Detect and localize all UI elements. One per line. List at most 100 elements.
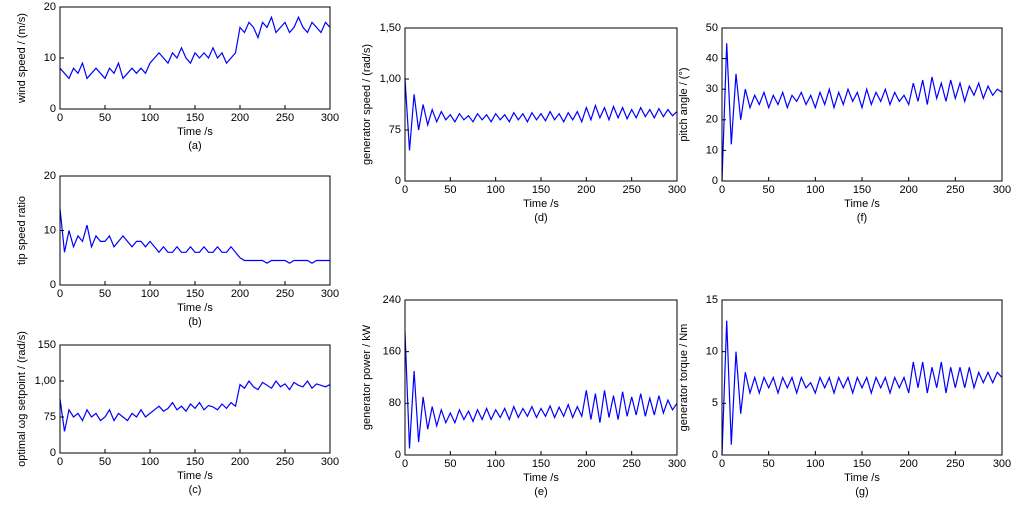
y-tick-label: 30 (706, 83, 718, 95)
data-line (721, 320, 1003, 456)
y-tick-label: 20 (706, 114, 718, 126)
x-tick-label: 250 (946, 458, 964, 470)
subplot: 0 50 100 150 200 250 300 0 5 10 15 Time /s (g) genera… (678, 294, 1011, 498)
subplot: 0 50 100 150 200 250 300 0 75 1,00 150 Time /s (c) op… (16, 331, 339, 496)
y-tick-label: 150 (38, 339, 56, 351)
y-tick-label: 10 (706, 346, 718, 358)
x-tick-label: 50 (99, 456, 111, 468)
plot-frame (721, 27, 1003, 182)
x-tick-label: 50 (99, 112, 111, 124)
data-line (721, 43, 1003, 182)
subplot-caption: (b) (188, 316, 201, 328)
y-tick-label: 5 (712, 397, 718, 409)
subplot-caption: (c) (189, 484, 202, 496)
x-tick-label: 250 (276, 112, 294, 124)
x-tick-label: 150 (532, 458, 550, 470)
plot-frame (404, 299, 678, 456)
subplot-caption: (g) (855, 486, 868, 498)
plot-frame (59, 344, 331, 454)
subplot-caption: (f) (857, 212, 867, 224)
x-tick-label: 0 (57, 456, 63, 468)
x-axis-label: Time /s (523, 198, 559, 210)
y-axis-label: optimal ωg setpoint / (rad/s) (16, 331, 28, 467)
x-tick-label: 100 (141, 456, 159, 468)
x-axis-label: Time /s (844, 198, 880, 210)
x-tick-label: 0 (719, 184, 725, 196)
plot-frame (59, 6, 331, 110)
x-tick-label: 50 (763, 184, 775, 196)
x-tick-label: 150 (532, 184, 550, 196)
x-tick-label: 200 (577, 458, 595, 470)
x-tick-label: 300 (321, 112, 339, 124)
x-tick-label: 0 (402, 184, 408, 196)
x-axis-label: Time /s (523, 472, 559, 484)
x-tick-label: 100 (141, 112, 159, 124)
x-tick-label: 300 (993, 184, 1011, 196)
x-tick-label: 150 (186, 456, 204, 468)
plot-frame (404, 27, 678, 182)
x-tick-label: 0 (57, 288, 63, 300)
x-axis-label: Time /s (177, 470, 213, 482)
x-tick-label: 200 (231, 288, 249, 300)
x-tick-label: 200 (231, 112, 249, 124)
x-tick-label: 0 (402, 458, 408, 470)
y-tick-label: 160 (383, 346, 401, 358)
plot-frame (59, 175, 331, 286)
subplot: 0 50 100 150 200 250 300 0 80 160 240 Time /s (e) gen… (361, 294, 686, 498)
y-axis-label: wind speed / (m/s) (16, 13, 28, 104)
y-tick-label: 50 (706, 22, 718, 34)
x-tick-label: 150 (186, 288, 204, 300)
x-tick-label: 150 (853, 184, 871, 196)
y-tick-label: 1,00 (35, 375, 56, 387)
x-tick-label: 250 (276, 456, 294, 468)
y-tick-label: 0 (50, 103, 56, 115)
x-tick-label: 250 (276, 288, 294, 300)
x-tick-label: 0 (57, 112, 63, 124)
x-tick-label: 200 (577, 184, 595, 196)
subplot-caption: (e) (534, 486, 547, 498)
x-axis-label: Time /s (177, 302, 213, 314)
x-tick-label: 50 (444, 458, 456, 470)
x-tick-label: 100 (141, 288, 159, 300)
x-tick-label: 100 (806, 184, 824, 196)
y-tick-label: 75 (44, 411, 56, 423)
x-tick-label: 100 (486, 458, 504, 470)
subplot: 0 50 100 150 200 250 300 0 10 20 Time /s (a) wind sp… (16, 1, 339, 152)
data-line (404, 332, 678, 449)
x-tick-label: 150 (853, 458, 871, 470)
y-tick-label: 80 (389, 397, 401, 409)
y-axis-label: generator torque / Nm (678, 324, 690, 432)
y-tick-label: 20 (44, 170, 56, 182)
subplot-caption: (a) (188, 140, 201, 152)
y-tick-label: 0 (712, 449, 718, 461)
x-tick-label: 250 (622, 184, 640, 196)
x-tick-label: 250 (622, 458, 640, 470)
y-tick-label: 1,50 (380, 22, 401, 34)
y-axis-label: pitch angle / (°) (678, 67, 690, 141)
data-line (59, 15, 331, 80)
x-tick-label: 300 (321, 288, 339, 300)
x-tick-label: 300 (321, 456, 339, 468)
x-tick-label: 200 (231, 456, 249, 468)
y-tick-label: 0 (395, 175, 401, 187)
y-axis-label: generator power / kW (361, 324, 373, 430)
subplot: 0 50 100 150 200 250 300 0 75 1,00 1,50 Time /s (d) g… (361, 22, 686, 224)
y-tick-label: 10 (44, 52, 56, 64)
subplot: 0 50 100 150 200 250 300 0 10 20 Time /s (b) tip spe… (16, 170, 339, 328)
y-tick-label: 1,00 (380, 73, 401, 85)
y-tick-label: 0 (50, 279, 56, 291)
y-tick-label: 10 (706, 144, 718, 156)
y-tick-label: 20 (44, 1, 56, 13)
x-tick-label: 50 (763, 458, 775, 470)
data-line (59, 379, 331, 432)
y-axis-label: tip speed ratio (16, 196, 28, 265)
y-tick-label: 75 (389, 124, 401, 136)
y-tick-label: 40 (706, 53, 718, 65)
x-tick-label: 150 (186, 112, 204, 124)
x-tick-label: 200 (899, 184, 917, 196)
x-tick-label: 50 (99, 288, 111, 300)
y-tick-label: 10 (44, 224, 56, 236)
x-tick-label: 100 (806, 458, 824, 470)
